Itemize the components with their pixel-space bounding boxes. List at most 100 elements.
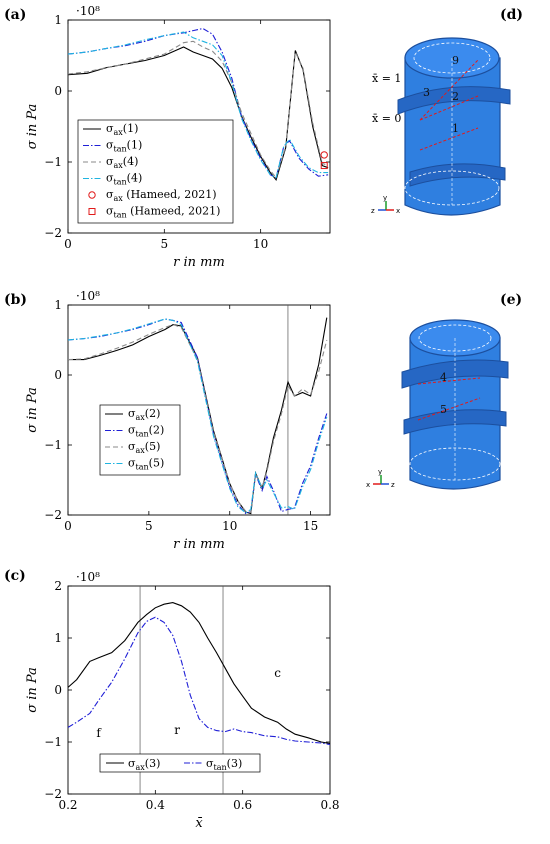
y-tick-label: 1 bbox=[54, 13, 62, 27]
model-d-thread-1 bbox=[397, 86, 511, 115]
legend-entry: σax(4) bbox=[106, 155, 138, 170]
y-tick-label: 0 bbox=[54, 683, 62, 697]
series-line-2 bbox=[67, 318, 328, 515]
x-tick-label: 0 bbox=[64, 519, 72, 533]
y-scale-label: ·10⁸ bbox=[76, 570, 100, 584]
y-scale-label: ·10⁸ bbox=[76, 4, 100, 18]
y-tick-label: 0 bbox=[54, 84, 62, 98]
model-e-path-5 bbox=[417, 397, 481, 421]
region-label: r bbox=[174, 723, 180, 737]
model-d-label-1: 1 bbox=[452, 122, 459, 135]
x-tick-label: 0.8 bbox=[320, 798, 339, 812]
legend-entry: σax(3) bbox=[128, 757, 160, 772]
series-line-4 bbox=[67, 318, 328, 514]
legend-entry: σax(1) bbox=[106, 122, 138, 137]
legend: σax(3) σtan(3) bbox=[99, 753, 261, 773]
plot-frame bbox=[67, 19, 331, 234]
legend-swatch bbox=[88, 191, 96, 199]
y-tick-label: 2 bbox=[54, 579, 62, 593]
legend-entry: σax (Hameed, 2021) bbox=[106, 188, 217, 203]
y-axis-label: σ in Pa bbox=[25, 667, 40, 713]
model-d-triad-icon: z y x bbox=[371, 194, 400, 215]
region-label: c bbox=[274, 666, 281, 680]
region-label: f bbox=[96, 726, 102, 740]
x-tick-label: 0.2 bbox=[58, 798, 77, 812]
y-axis-label: σ in Pa bbox=[25, 387, 40, 433]
y-tick-label: −1 bbox=[44, 155, 62, 169]
model-d-path-1 bbox=[419, 127, 479, 151]
x-tick-label: 5 bbox=[161, 237, 169, 251]
svg-text:z: z bbox=[391, 481, 395, 489]
legend: σax(2) σtan(2)σax(5) σtan(5) bbox=[99, 404, 181, 476]
model-e-triad-icon: x y z bbox=[366, 468, 395, 489]
series-line-4 bbox=[67, 31, 329, 179]
svg-text:y: y bbox=[378, 468, 382, 476]
model-d-path-2 bbox=[419, 95, 479, 121]
model-d-label-xbar0: x̄ = 0 bbox=[372, 112, 401, 125]
y-tick-label: −2 bbox=[44, 508, 62, 522]
model-d-label-2: 2 bbox=[452, 90, 459, 103]
x-tick-label: 10 bbox=[222, 519, 237, 533]
legend-entry: σtan(5) bbox=[128, 457, 164, 472]
legend: σax(1) σtan(1)σax(4) σtan(4)σax (Hameed, 2… bbox=[77, 119, 234, 224]
x-tick-label: 0.6 bbox=[233, 798, 252, 812]
legend-entry: σax(2) bbox=[128, 407, 160, 422]
series-line-2 bbox=[67, 27, 329, 179]
x-tick-label: 0.4 bbox=[146, 798, 165, 812]
x-axis-label: r in mm bbox=[173, 537, 225, 552]
y-tick-label: −2 bbox=[44, 226, 62, 240]
series-line-3 bbox=[67, 324, 328, 513]
series-line-1 bbox=[67, 602, 331, 745]
legend-entry: σtan(4) bbox=[106, 172, 142, 187]
svg-text:y: y bbox=[383, 194, 387, 202]
y-tick-label: −1 bbox=[44, 735, 62, 749]
svg-text:x: x bbox=[366, 481, 370, 489]
x-tick-label: 5 bbox=[145, 519, 153, 533]
model-d-label-3: 3 bbox=[423, 86, 430, 99]
x-axis-label: r in mm bbox=[173, 255, 225, 270]
legend-entry: σtan(3) bbox=[206, 757, 242, 772]
model-d-label-xbar1: x̄ = 1 bbox=[372, 72, 401, 85]
model-d-body bbox=[404, 57, 501, 216]
model-d-render: x̄ = 1 x̄ = 0 9 3 2 1 z y x bbox=[371, 37, 511, 216]
panel-d-label: (d) bbox=[500, 7, 523, 23]
y-tick-label: −2 bbox=[44, 787, 62, 801]
marker-point-1 bbox=[320, 151, 328, 159]
plot-frame bbox=[67, 304, 331, 516]
model-d-top-circle bbox=[413, 42, 491, 74]
y-scale-label: ·10⁸ bbox=[76, 289, 100, 303]
chart-c: 0.2 0.4 0.6 0.8 −2 −1 0 1 2 ·10⁸ x̄ σ in Pa f r c σax(3… bbox=[25, 570, 340, 831]
model-e-path-4 bbox=[417, 377, 481, 385]
series-line-3 bbox=[67, 40, 329, 179]
y-tick-label: 0 bbox=[54, 368, 62, 382]
x-tick-label: 10 bbox=[253, 237, 268, 251]
chart-b: 0 5 10 15 −2 −1 0 1 ·10⁸ r in mm σ in Pa σax(2) σtan… bbox=[25, 289, 331, 552]
panel-c-label: (c) bbox=[4, 568, 26, 584]
x-axis-label: x̄ bbox=[195, 816, 203, 831]
panel-a-label: (a) bbox=[4, 7, 26, 23]
x-tick-label: 15 bbox=[303, 519, 318, 533]
panel-b-label: (b) bbox=[4, 292, 27, 308]
marker-point-2 bbox=[320, 162, 328, 170]
series-line-2 bbox=[67, 616, 331, 746]
model-d-thread-2 bbox=[409, 163, 506, 187]
model-e-render: 4 5 x y z bbox=[366, 319, 509, 490]
model-e-label-5: 5 bbox=[440, 403, 447, 416]
x-tick-label: 0 bbox=[64, 237, 72, 251]
legend-entry: σax(5) bbox=[128, 440, 160, 455]
y-tick-label: 1 bbox=[54, 631, 62, 645]
svg-text:z: z bbox=[371, 207, 375, 215]
legend-entry: σtan(1) bbox=[106, 139, 142, 154]
y-axis-label: σ in Pa bbox=[25, 104, 40, 150]
legend-entry: σtan(2) bbox=[128, 424, 164, 439]
svg-text:x: x bbox=[396, 207, 400, 215]
y-tick-label: 1 bbox=[54, 298, 62, 312]
model-e-label-4: 4 bbox=[440, 371, 447, 384]
model-d-path-9 bbox=[419, 59, 479, 121]
chart-a: 0 5 10 −2 −1 0 1 ·10⁸ r in mm σ in Pa σax(1) σtan(1… bbox=[25, 4, 331, 270]
legend-entry: σtan (Hameed, 2021) bbox=[106, 205, 220, 220]
y-tick-label: −1 bbox=[44, 438, 62, 452]
model-d-label-9: 9 bbox=[452, 54, 459, 67]
panel-e-label: (e) bbox=[500, 292, 522, 308]
